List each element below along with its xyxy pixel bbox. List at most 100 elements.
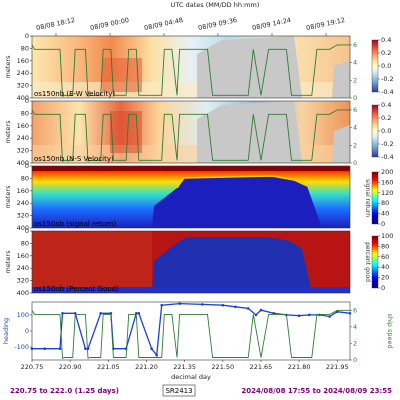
panel-signal-return: 0 80 160 240 320 400 os150nb (signal return): [17, 162, 351, 232]
y-axis-ticks: 0 80 160 240 320 400: [17, 227, 32, 297]
y-tick-label: 160: [17, 122, 29, 130]
ylabel-meters: meters: [4, 55, 12, 79]
colorbar-tick-label: 40: [381, 263, 389, 271]
colorbar-tick-label: 200: [381, 168, 393, 176]
y-tick-label: 80: [21, 239, 29, 247]
nodata-region-right: [332, 125, 350, 163]
colorbar-bar: [371, 235, 379, 289]
y-tick-label: 400: [17, 159, 29, 167]
panel-title: os150nb (E-W Velocity): [34, 90, 115, 98]
colorbar-tick-label: 0.4: [381, 36, 391, 44]
stripe-texture: [32, 231, 152, 293]
ship-speed-line: [31, 109, 350, 162]
ylabel-heading: heading: [2, 318, 10, 344]
colorbar-ticks: 0.4 0.2 0.0 -0.2 -0.4: [378, 101, 394, 161]
colorbar-tick-label: 60: [381, 253, 389, 261]
top-tick-label: 08/09 00:00: [89, 16, 129, 32]
y-tick-label: 240: [17, 199, 29, 207]
x-tick-label: 220.75: [21, 363, 44, 371]
colorbar-ew: 0.4 0.2 0.0 -0.2 -0.4: [371, 36, 394, 96]
right-tick-label: 0: [353, 94, 357, 102]
speed-tick-label: 2: [353, 339, 357, 347]
panel-title: os150nb (signal return): [34, 220, 116, 228]
y-tick-label: 0: [25, 97, 29, 105]
ylabel-meters: meters: [4, 250, 12, 274]
panel-title: os150nb (N-S Velocity): [34, 155, 114, 163]
colorbar-tick-label: 0.4: [381, 101, 391, 109]
ylabel-meters: meters: [4, 185, 12, 209]
colorbar-ns: 0.4 0.2 0.0 -0.2 -0.4: [371, 101, 394, 161]
y-axis-ticks: 0 80 160 240 320 400: [17, 97, 32, 167]
plot-frame: [31, 100, 351, 164]
xlabel-decimal-day: decimal day: [171, 373, 211, 381]
speed-tick-label: 6: [353, 306, 357, 314]
footer-range: 220.75 to 222.0 (1.25 days): [10, 387, 119, 395]
plot-frame: [31, 35, 351, 99]
panel-title: os150nb (Percent Good): [34, 285, 119, 293]
x-tick-label: 220.90: [59, 363, 82, 371]
heading-line: [32, 302, 351, 357]
colorbar-label: signal return: [364, 179, 371, 217]
y-tick-label: 80: [21, 174, 29, 182]
heading-axis-ticks: 100 0 -100: [14, 311, 32, 351]
colorbar-label: percent good: [364, 242, 371, 282]
top-axis-ticks: 08/08 18:12 08/09 00:00 08/09 04:48 08/09 0…: [35, 16, 346, 36]
y-tick-label: 320: [17, 277, 29, 285]
colorbar-tick-label: 0.0: [381, 62, 391, 70]
nodata-region: [197, 36, 302, 98]
deep-band: [32, 287, 350, 293]
footer-dates: 2024/08/08 17:55 to 2024/08/09 23:55: [241, 387, 392, 395]
y-tick-label: 240: [17, 134, 29, 142]
heading-tick-label: -100: [14, 343, 29, 351]
ship-speed-line: [31, 44, 350, 97]
x-tick-label: 221.05: [97, 363, 120, 371]
y-tick-label: 320: [17, 147, 29, 155]
right-tick-label: 4: [353, 124, 357, 132]
colorbar-tick-label: 0.0: [381, 127, 391, 135]
right-tick-label: 4: [353, 59, 357, 67]
colorbar-tick-label: -0.2: [381, 75, 394, 83]
right-tick-label: 6: [353, 106, 357, 114]
colorbar-tick-label: 80: [381, 199, 389, 207]
colorbar-tick-label: -0.2: [381, 140, 394, 148]
y-tick-label: 240: [17, 69, 29, 77]
colorbar-tick-label: 120: [381, 189, 393, 197]
y-tick-label: 0: [25, 227, 29, 235]
colorbar-ticks: 100 80 60 40 20 0: [378, 232, 393, 292]
bad-data-region: [152, 237, 312, 293]
colorbar-tick-label: 100: [381, 232, 393, 240]
right-axis-ticks: 6 4 2 0: [350, 41, 357, 102]
colorbar-bar: [371, 104, 379, 158]
footer-ship: SR2413: [165, 387, 192, 395]
surface-band: [32, 166, 350, 171]
heading-tick-label: 0: [25, 327, 29, 335]
y-tick-label: 80: [21, 44, 29, 52]
y-tick-label: 160: [17, 57, 29, 65]
x-tick-label: 221.20: [135, 363, 158, 371]
ship-speed-series: [31, 309, 350, 359]
y-axis-ticks: 0 80 160 240 320 400: [17, 32, 32, 102]
speed-tick-label: 0: [353, 356, 357, 364]
colorbar-tick-label: -0.4: [381, 88, 394, 96]
colorbar-tick-label: 20: [381, 274, 389, 282]
right-tick-label: 6: [353, 41, 357, 49]
hotspot: [102, 58, 142, 92]
plot-area: [31, 301, 351, 361]
colorbar-tick-label: 0: [381, 284, 385, 292]
colorbar-ticks: 200 160 120 80 40 0: [378, 168, 393, 228]
y-tick-label: 160: [17, 252, 29, 260]
speed-tick-label: 4: [353, 323, 357, 331]
plot-frame: [31, 230, 351, 294]
right-tick-label: 2: [353, 76, 357, 84]
speed-axis-ticks: 6 4 2 0: [350, 306, 357, 364]
colorbar-bar: [371, 171, 379, 225]
top-tick-label: 08/09 09:36: [197, 16, 237, 32]
ylabel-meters: meters: [4, 120, 12, 144]
y-tick-label: 240: [17, 264, 29, 272]
colorbar-tick-label: 0: [381, 220, 385, 228]
y-tick-label: 320: [17, 82, 29, 90]
x-axis-ticks: 220.75 220.90 221.05 221.20 221.35 221.50 221.…: [21, 360, 349, 371]
colorbar-signal: 200 160 120 80 40 0 signal return: [364, 168, 393, 228]
